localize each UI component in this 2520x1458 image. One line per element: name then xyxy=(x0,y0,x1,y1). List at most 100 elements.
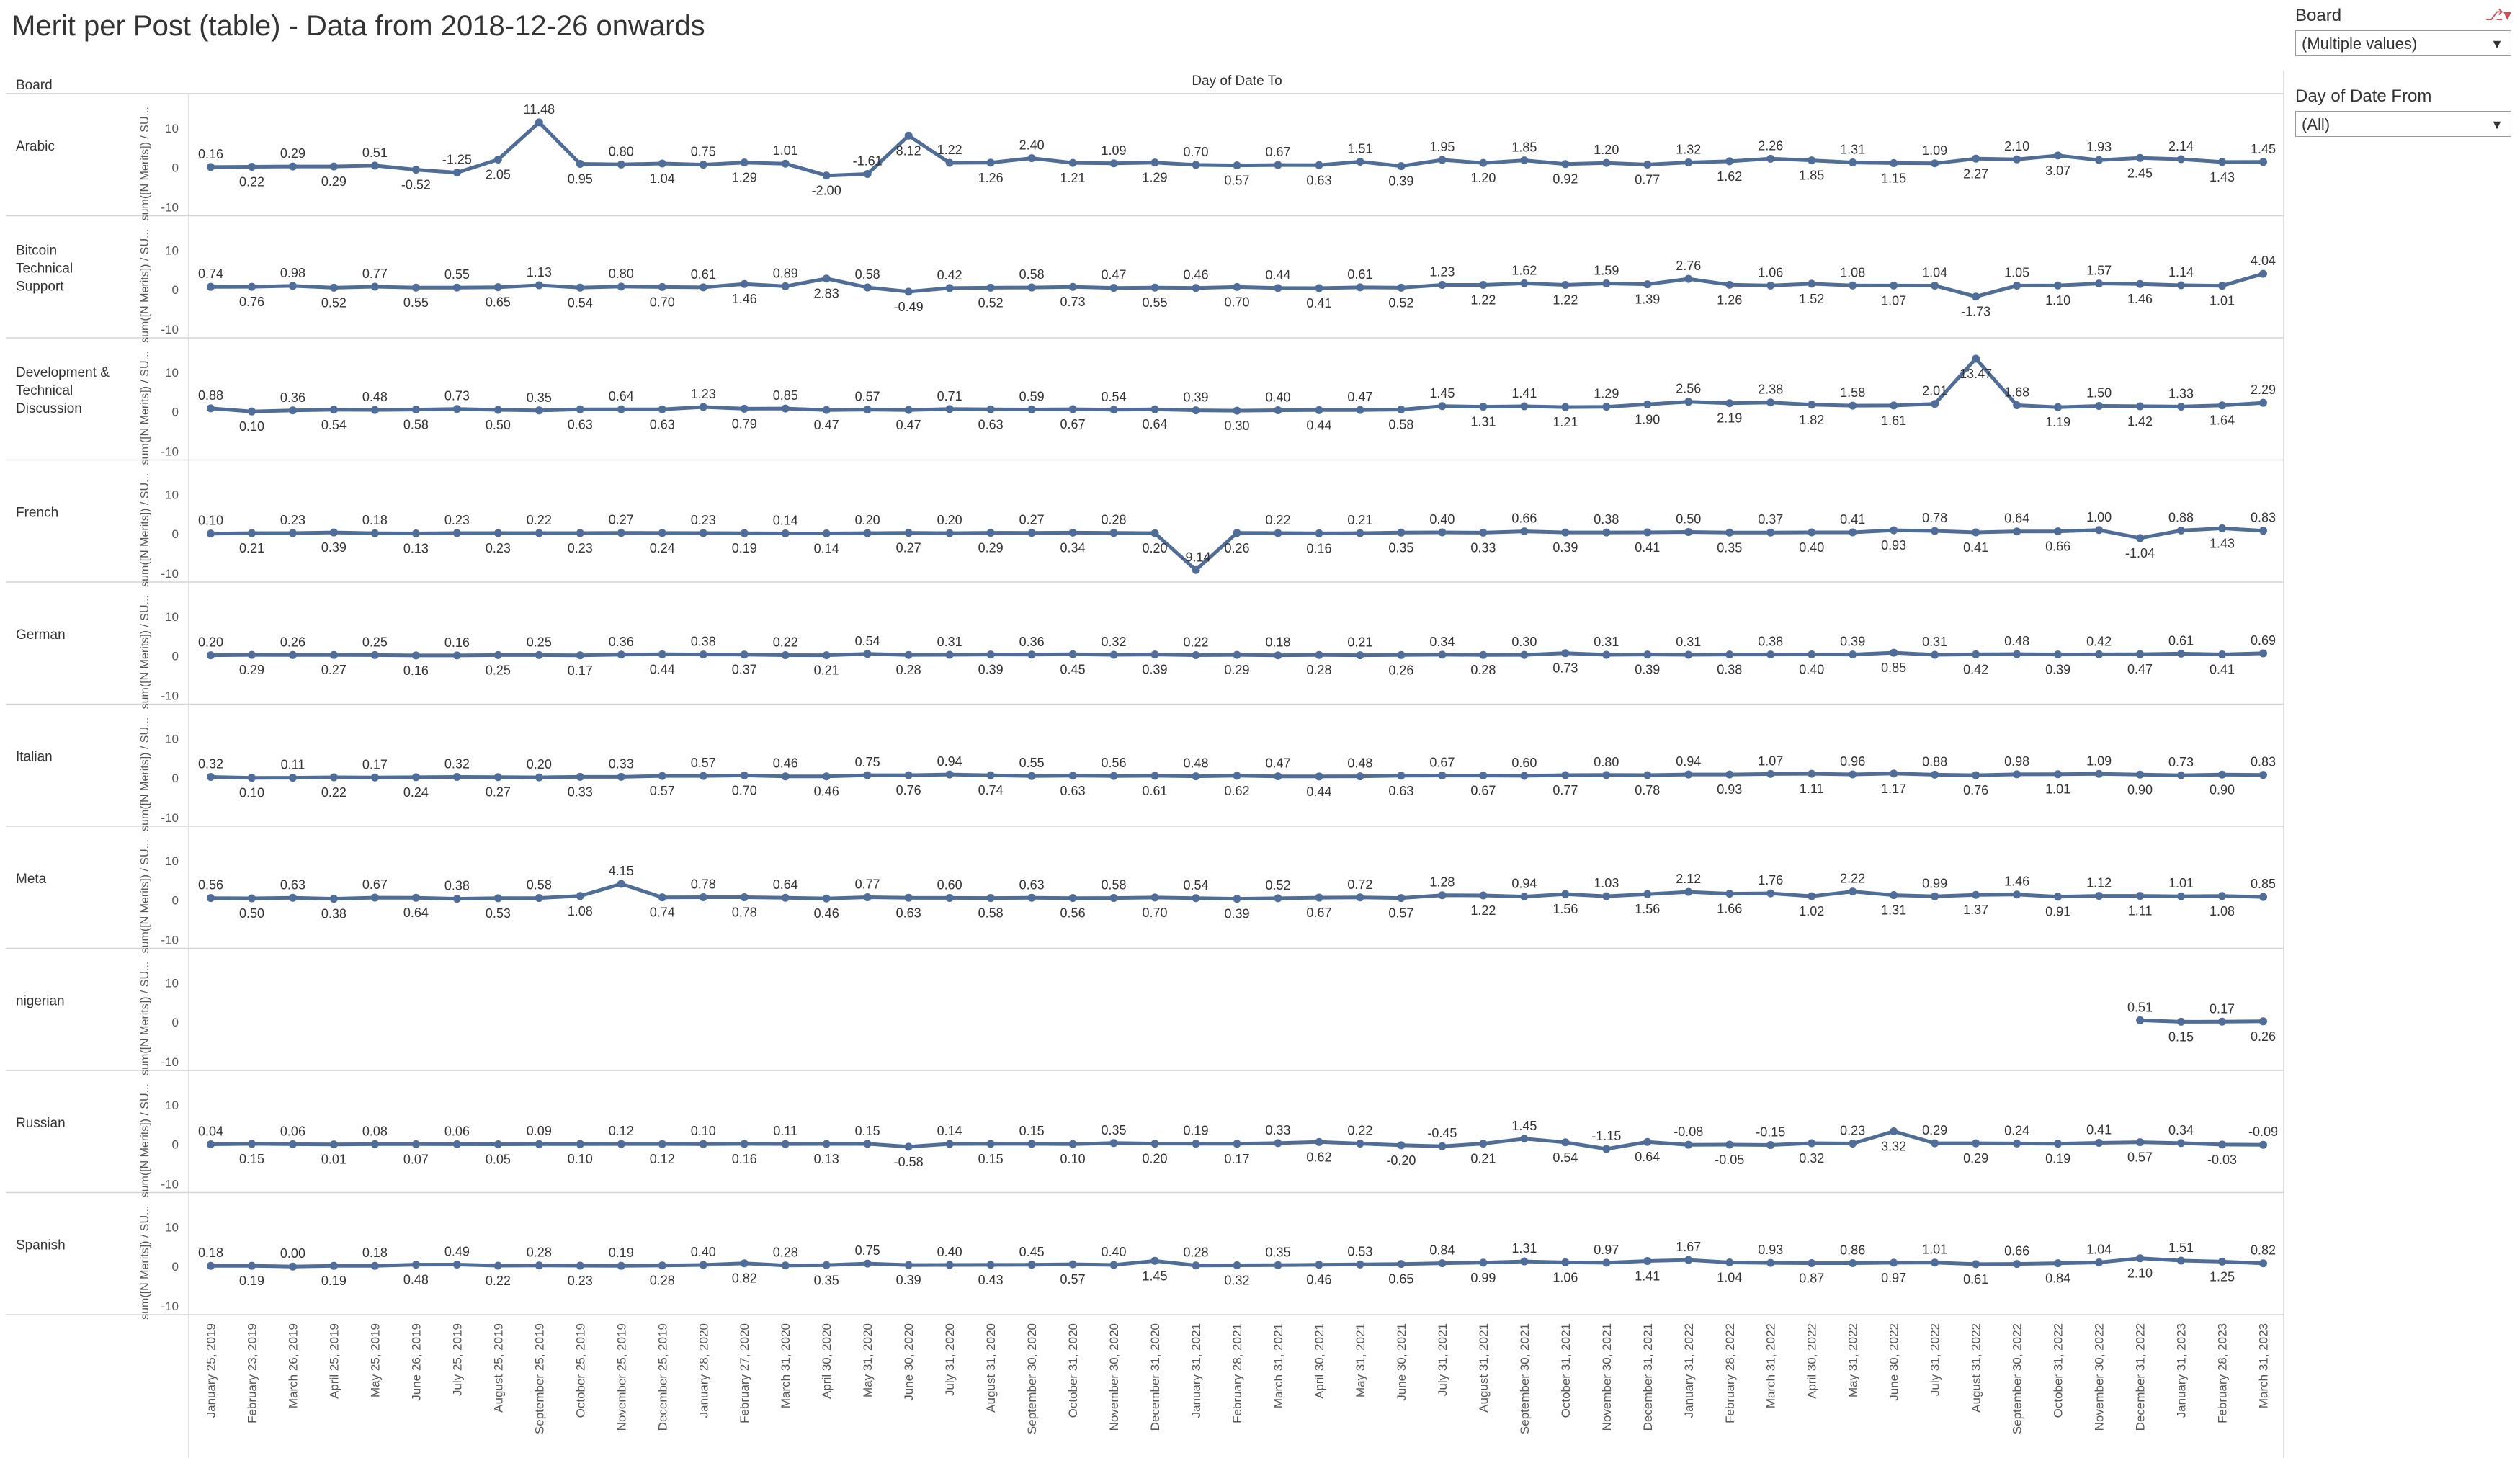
data-label: 0.64 xyxy=(2004,511,2029,526)
x-tick-label: August 25, 2019 xyxy=(491,1323,505,1413)
data-point xyxy=(1931,400,1939,408)
data-point xyxy=(1561,160,1570,169)
data-point xyxy=(411,166,420,174)
data-label: -0.08 xyxy=(1674,1124,1703,1139)
row-label-line: Russian xyxy=(16,1116,66,1131)
data-label: 4.15 xyxy=(609,864,634,878)
data-point xyxy=(1725,650,1734,659)
data-point xyxy=(1027,650,1036,659)
data-label: 0.46 xyxy=(1183,268,1208,282)
data-point xyxy=(1684,650,1693,659)
data-label: 1.04 xyxy=(1922,266,1947,280)
data-point xyxy=(329,895,338,903)
date-from-select[interactable]: (All) ▼ xyxy=(2295,111,2511,137)
filter-clear-icon[interactable]: ⎇▾ xyxy=(2485,6,2511,24)
data-point xyxy=(247,529,256,537)
data-label: 0.77 xyxy=(1635,173,1660,187)
data-label: 0.74 xyxy=(650,905,675,920)
data-point xyxy=(1725,528,1734,537)
data-point xyxy=(1520,893,1529,901)
data-point xyxy=(822,894,831,903)
data-label: 3.07 xyxy=(2045,164,2070,178)
x-tick-label: May 31, 2021 xyxy=(1354,1323,1367,1397)
data-point xyxy=(2136,1016,2145,1024)
data-label: 0.58 xyxy=(1019,267,1045,282)
data-label: 0.28 xyxy=(1470,663,1496,677)
row-label-line: Technical xyxy=(16,383,73,398)
data-label: 0.51 xyxy=(362,146,388,160)
data-label: 0.50 xyxy=(486,418,511,432)
data-point xyxy=(1725,1258,1734,1267)
data-label: 0.23 xyxy=(280,513,305,527)
data-point xyxy=(370,1261,379,1270)
data-point xyxy=(986,771,995,779)
board-select-value: (Multiple values) xyxy=(2302,35,2418,53)
board-select[interactable]: (Multiple values) ▼ xyxy=(2295,30,2511,56)
data-label: 0.16 xyxy=(732,1152,757,1166)
x-tick-label: March 31, 2023 xyxy=(2257,1323,2271,1408)
y-tick-label: 0 xyxy=(172,283,179,297)
data-label: 0.44 xyxy=(1265,268,1290,282)
data-point xyxy=(411,773,420,782)
data-point xyxy=(1356,651,1364,660)
data-point xyxy=(2259,269,2268,278)
y-axis-title: sum([N Merits]) / SU... xyxy=(139,351,151,465)
data-point xyxy=(822,171,831,180)
data-point xyxy=(1643,890,1652,898)
data-point xyxy=(2054,770,2063,779)
data-point xyxy=(1315,284,1323,292)
data-label: 0.85 xyxy=(773,388,798,403)
data-point xyxy=(1109,772,1118,780)
data-label: 0.77 xyxy=(362,267,388,281)
data-point xyxy=(1356,1140,1364,1148)
data-point xyxy=(1109,894,1118,903)
x-tick-label: June 30, 2020 xyxy=(902,1323,916,1401)
data-label: 0.35 xyxy=(1265,1245,1290,1259)
data-label: 0.60 xyxy=(937,877,962,892)
data-label: 0.73 xyxy=(1060,295,1086,309)
data-point xyxy=(1315,529,1323,537)
data-label: 1.90 xyxy=(1635,412,1660,426)
data-label: 0.63 xyxy=(1306,173,1331,187)
x-tick-label: February 23, 2019 xyxy=(245,1323,259,1423)
data-label: 0.73 xyxy=(444,389,470,403)
data-label: 0.39 xyxy=(1224,907,1249,921)
data-label: 0.15 xyxy=(1019,1124,1045,1138)
data-point xyxy=(1520,402,1529,411)
data-point xyxy=(2095,526,2104,535)
data-point xyxy=(1931,770,1939,779)
data-point xyxy=(247,163,256,171)
data-point xyxy=(2136,534,2145,542)
data-label: 0.41 xyxy=(1963,540,1988,555)
data-point xyxy=(1109,406,1118,414)
data-point xyxy=(904,1142,913,1151)
data-label: 0.92 xyxy=(1552,172,1578,187)
data-point xyxy=(904,131,913,140)
data-point xyxy=(370,1140,379,1148)
data-label: 0.22 xyxy=(1183,635,1208,650)
data-label: 0.99 xyxy=(1470,1271,1496,1285)
row-label-line: Discussion xyxy=(16,401,82,416)
data-point xyxy=(2218,1017,2227,1026)
data-label: 1.42 xyxy=(2127,414,2153,429)
data-point xyxy=(535,529,543,537)
row-label-line: Spanish xyxy=(16,1238,66,1253)
data-label: 0.57 xyxy=(691,756,716,770)
x-tick-label: September 30, 2020 xyxy=(1025,1323,1039,1434)
data-point xyxy=(329,162,338,171)
data-point xyxy=(822,772,831,781)
y-tick-label: 0 xyxy=(172,1138,179,1152)
data-label: 1.46 xyxy=(2004,875,2029,889)
data-label: 0.51 xyxy=(2127,1000,2153,1014)
data-label: 0.57 xyxy=(855,390,880,404)
data-label: 0.24 xyxy=(650,541,675,555)
data-label: 11.48 xyxy=(523,102,555,117)
data-point xyxy=(699,1140,707,1148)
data-point xyxy=(2095,156,2104,164)
data-point xyxy=(329,528,338,537)
date-from-label: Day of Date From xyxy=(2295,86,2432,106)
data-point xyxy=(1068,650,1077,658)
data-label: 0.36 xyxy=(1019,635,1045,649)
row-label: nigerian xyxy=(16,993,65,1008)
data-point xyxy=(2095,892,2104,900)
